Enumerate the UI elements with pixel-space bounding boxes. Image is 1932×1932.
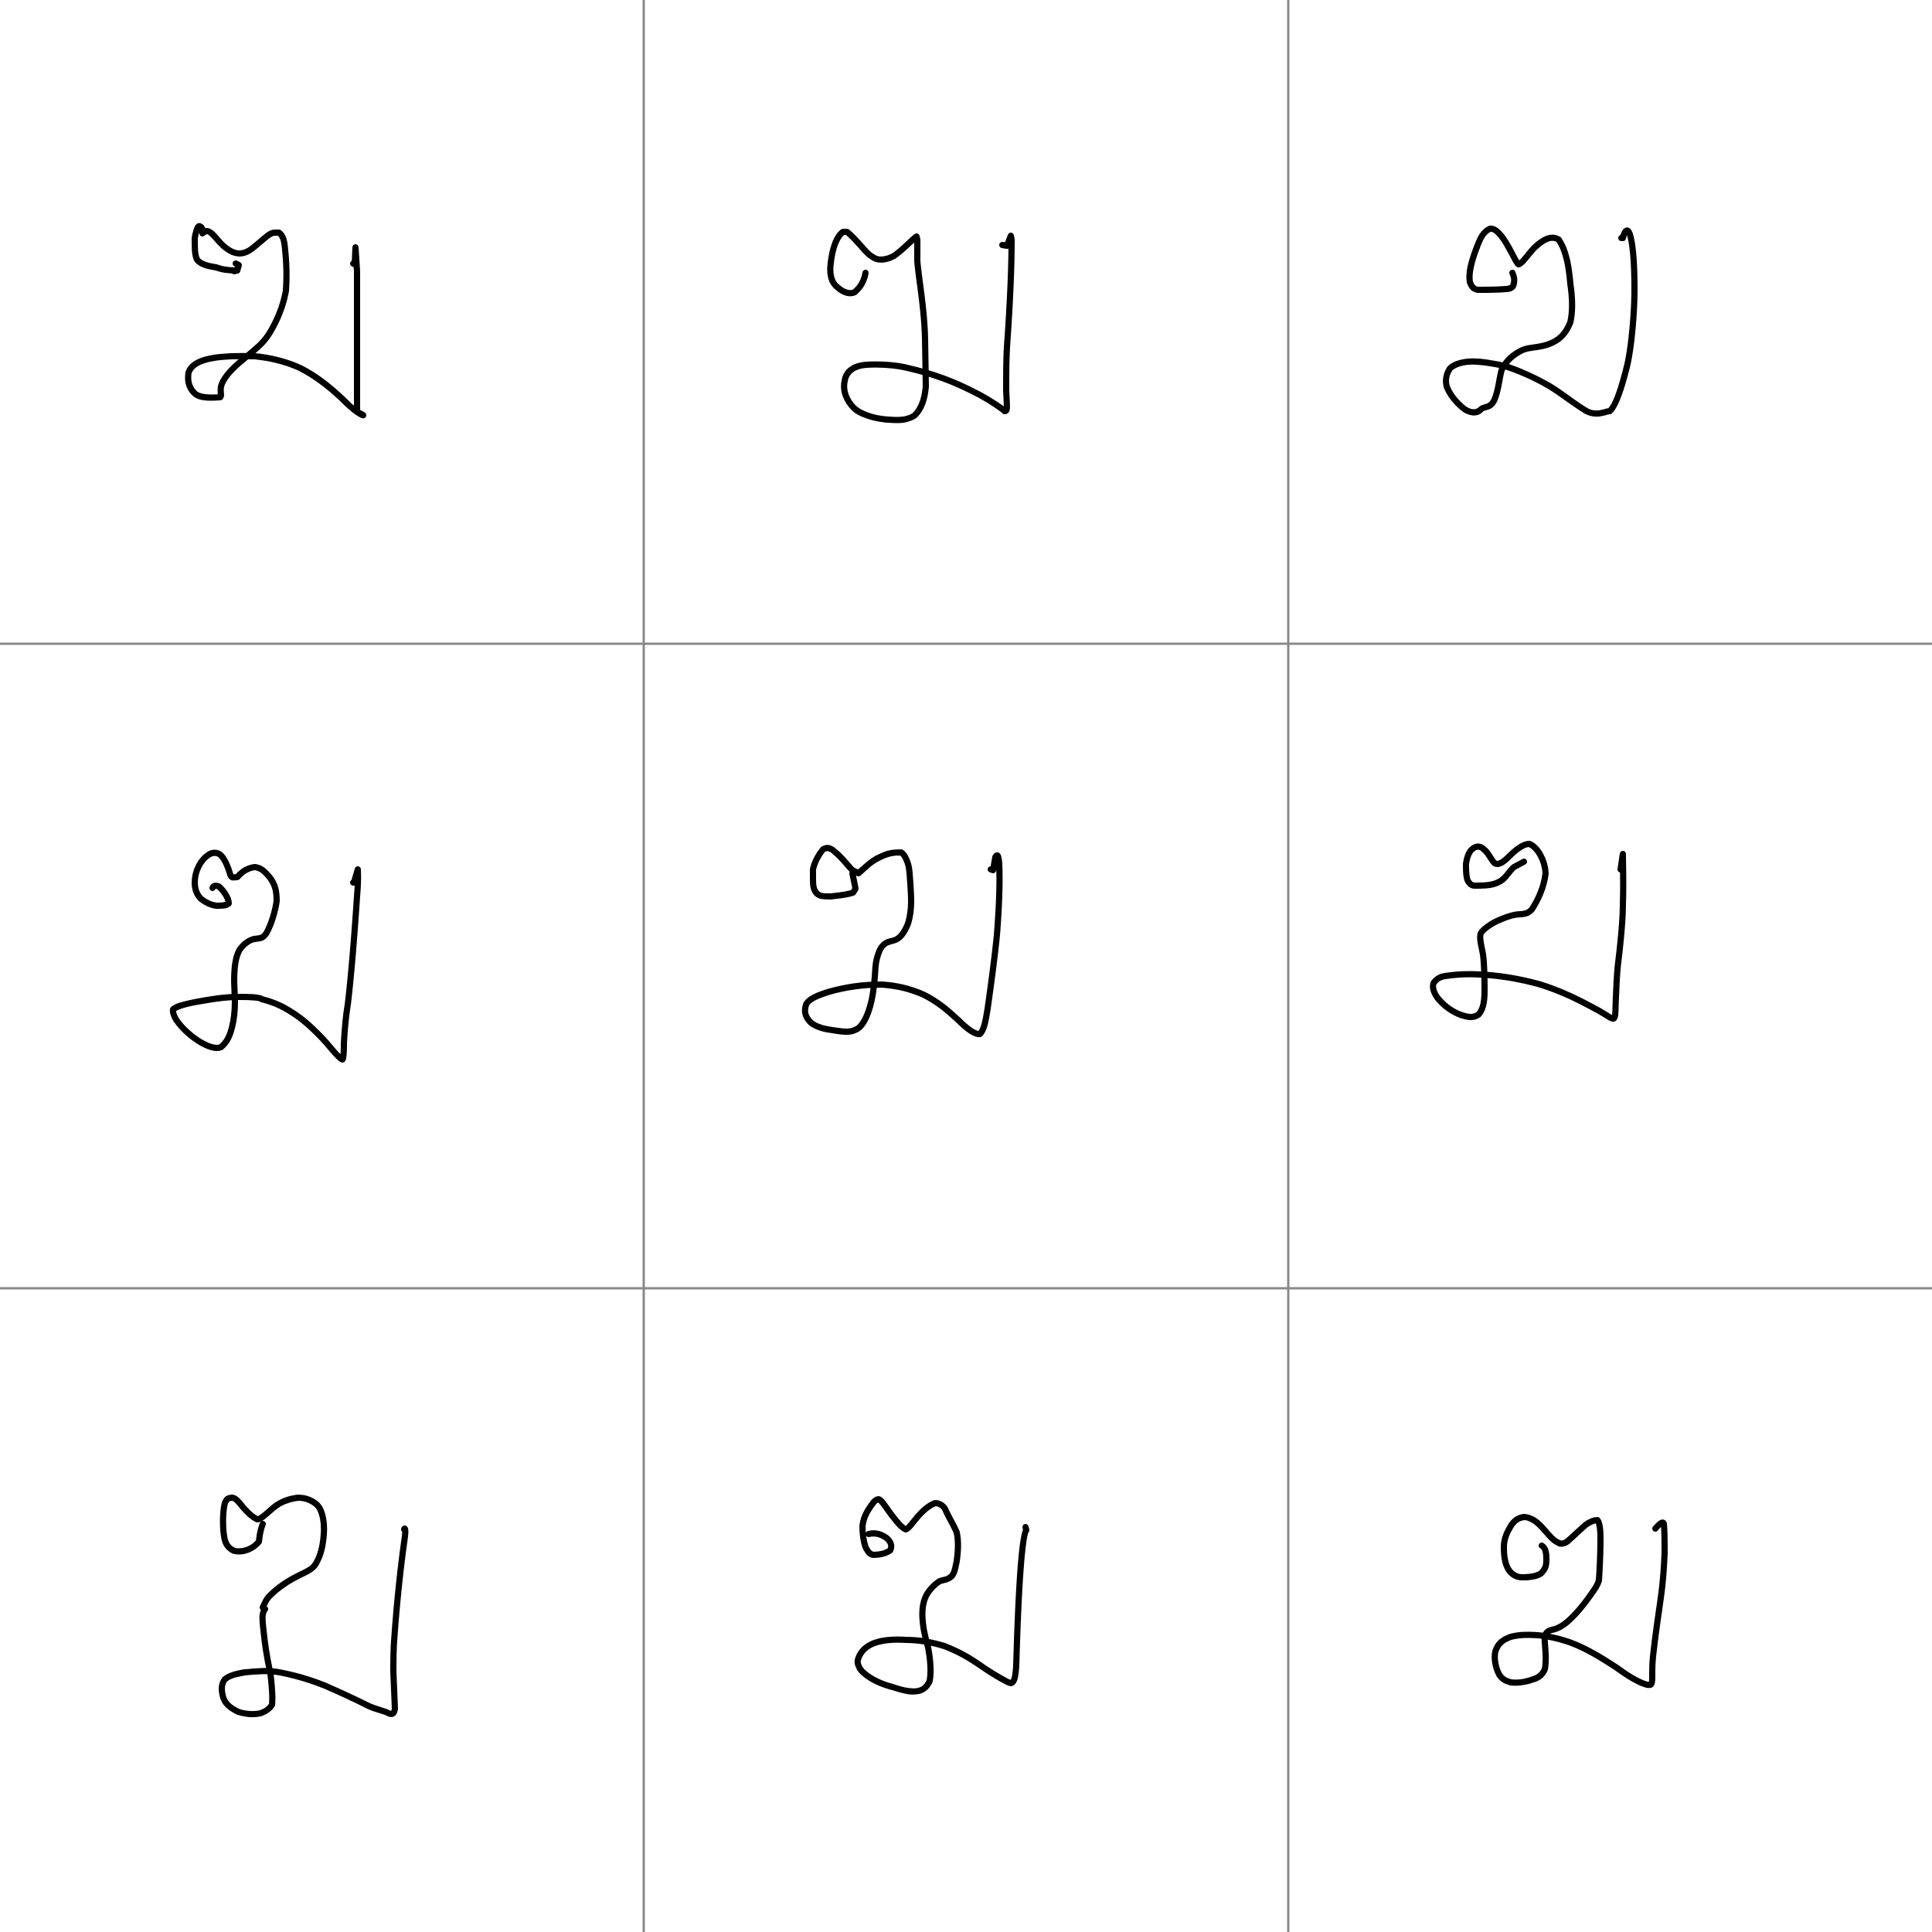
glyph-sample-r3c3 xyxy=(1492,1514,1668,1689)
glyph-sample-r2c2 xyxy=(801,845,1003,1038)
glyph-sample-r1c2 xyxy=(827,229,1015,423)
glyph-sample-r1c3 xyxy=(1443,225,1638,417)
glyph-sample-r3c2 xyxy=(854,1496,1029,1695)
glyph-sample-r2c1 xyxy=(169,849,362,1063)
glyph-sample-r3c1 xyxy=(218,1495,409,1718)
glyph-sample-r1c1 xyxy=(185,223,366,419)
glyph-sample-r2c3 xyxy=(1430,841,1627,1022)
